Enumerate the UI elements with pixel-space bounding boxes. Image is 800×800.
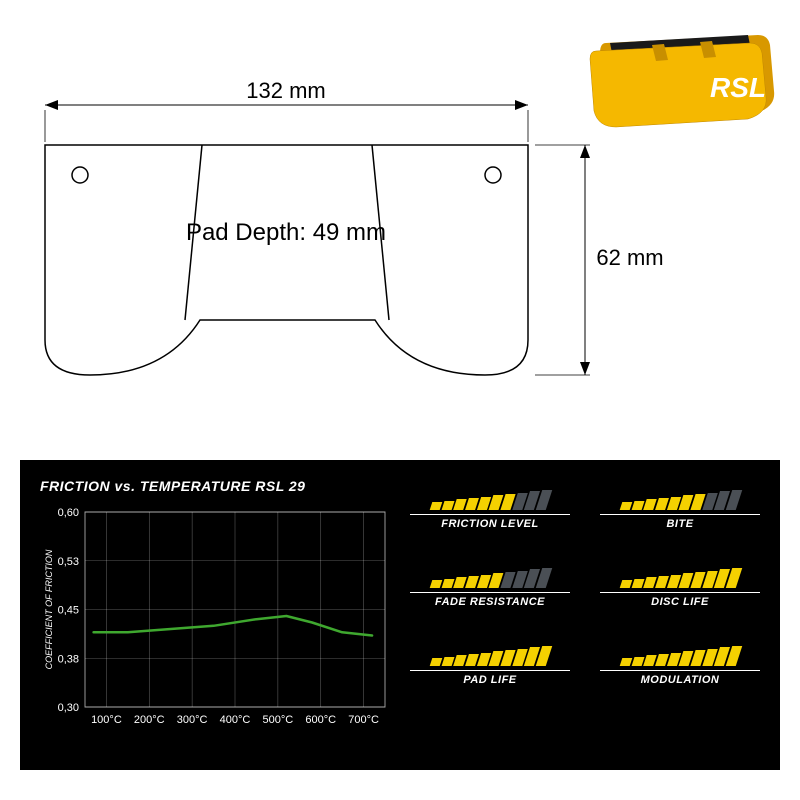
product-logo: RSL: [710, 72, 766, 103]
rating-bars: [431, 568, 549, 588]
dimension-drawing: 132 mm Pad Depth: 49 mm 62 mm: [30, 80, 670, 420]
rating-fade-resistance: FADE RESISTANCE: [410, 568, 570, 608]
chart-title: FRICTION vs. TEMPERATURE RSL 29: [40, 478, 400, 494]
rating-disc-life: DISC LIFE: [600, 568, 760, 608]
height-label: 62 mm: [596, 245, 663, 270]
svg-text:100°C: 100°C: [91, 714, 122, 726]
svg-text:0,53: 0,53: [58, 556, 79, 568]
svg-text:0,45: 0,45: [58, 605, 79, 617]
rating-modulation: MODULATION: [600, 646, 760, 686]
width-label: 132 mm: [246, 80, 325, 103]
rating-label: FRICTION LEVEL: [410, 514, 570, 530]
pad-outline: [45, 145, 528, 375]
svg-text:600°C: 600°C: [305, 714, 336, 726]
svg-text:0,38: 0,38: [58, 653, 79, 665]
svg-text:400°C: 400°C: [220, 714, 251, 726]
svg-text:700°C: 700°C: [348, 714, 379, 726]
rating-bars: [431, 490, 549, 510]
rating-friction-level: FRICTION LEVEL: [410, 490, 570, 530]
rating-bars: [621, 568, 739, 588]
ratings-grid: FRICTION LEVEL BITE FADE RESISTANCE DISC LI…: [410, 490, 760, 686]
width-dimension: 132 mm: [45, 80, 528, 142]
svg-text:300°C: 300°C: [177, 714, 208, 726]
rating-bars: [431, 646, 549, 666]
rating-bars: [621, 646, 739, 666]
rating-bars: [621, 490, 739, 510]
spec-panel: FRICTION vs. TEMPERATURE RSL 29 0,30 0,38…: [20, 460, 780, 770]
rating-pad-life: PAD LIFE: [410, 646, 570, 686]
svg-text:0,30: 0,30: [58, 702, 79, 714]
rating-label: PAD LIFE: [410, 670, 570, 686]
rating-label: BITE: [600, 514, 760, 530]
friction-chart: FRICTION vs. TEMPERATURE RSL 29 0,30 0,38…: [40, 478, 400, 748]
svg-text:500°C: 500°C: [263, 714, 294, 726]
svg-text:200°C: 200°C: [134, 714, 165, 726]
rating-label: DISC LIFE: [600, 592, 760, 608]
rating-label: FADE RESISTANCE: [410, 592, 570, 608]
rating-label: MODULATION: [600, 670, 760, 686]
depth-label: Pad Depth: 49 mm: [186, 219, 386, 246]
svg-text:COEFFICIENT OF FRICTION: COEFFICIENT OF FRICTION: [44, 549, 54, 669]
rating-bite: BITE: [600, 490, 760, 530]
svg-text:0,60: 0,60: [58, 507, 79, 519]
height-dimension: 62 mm: [535, 145, 664, 375]
